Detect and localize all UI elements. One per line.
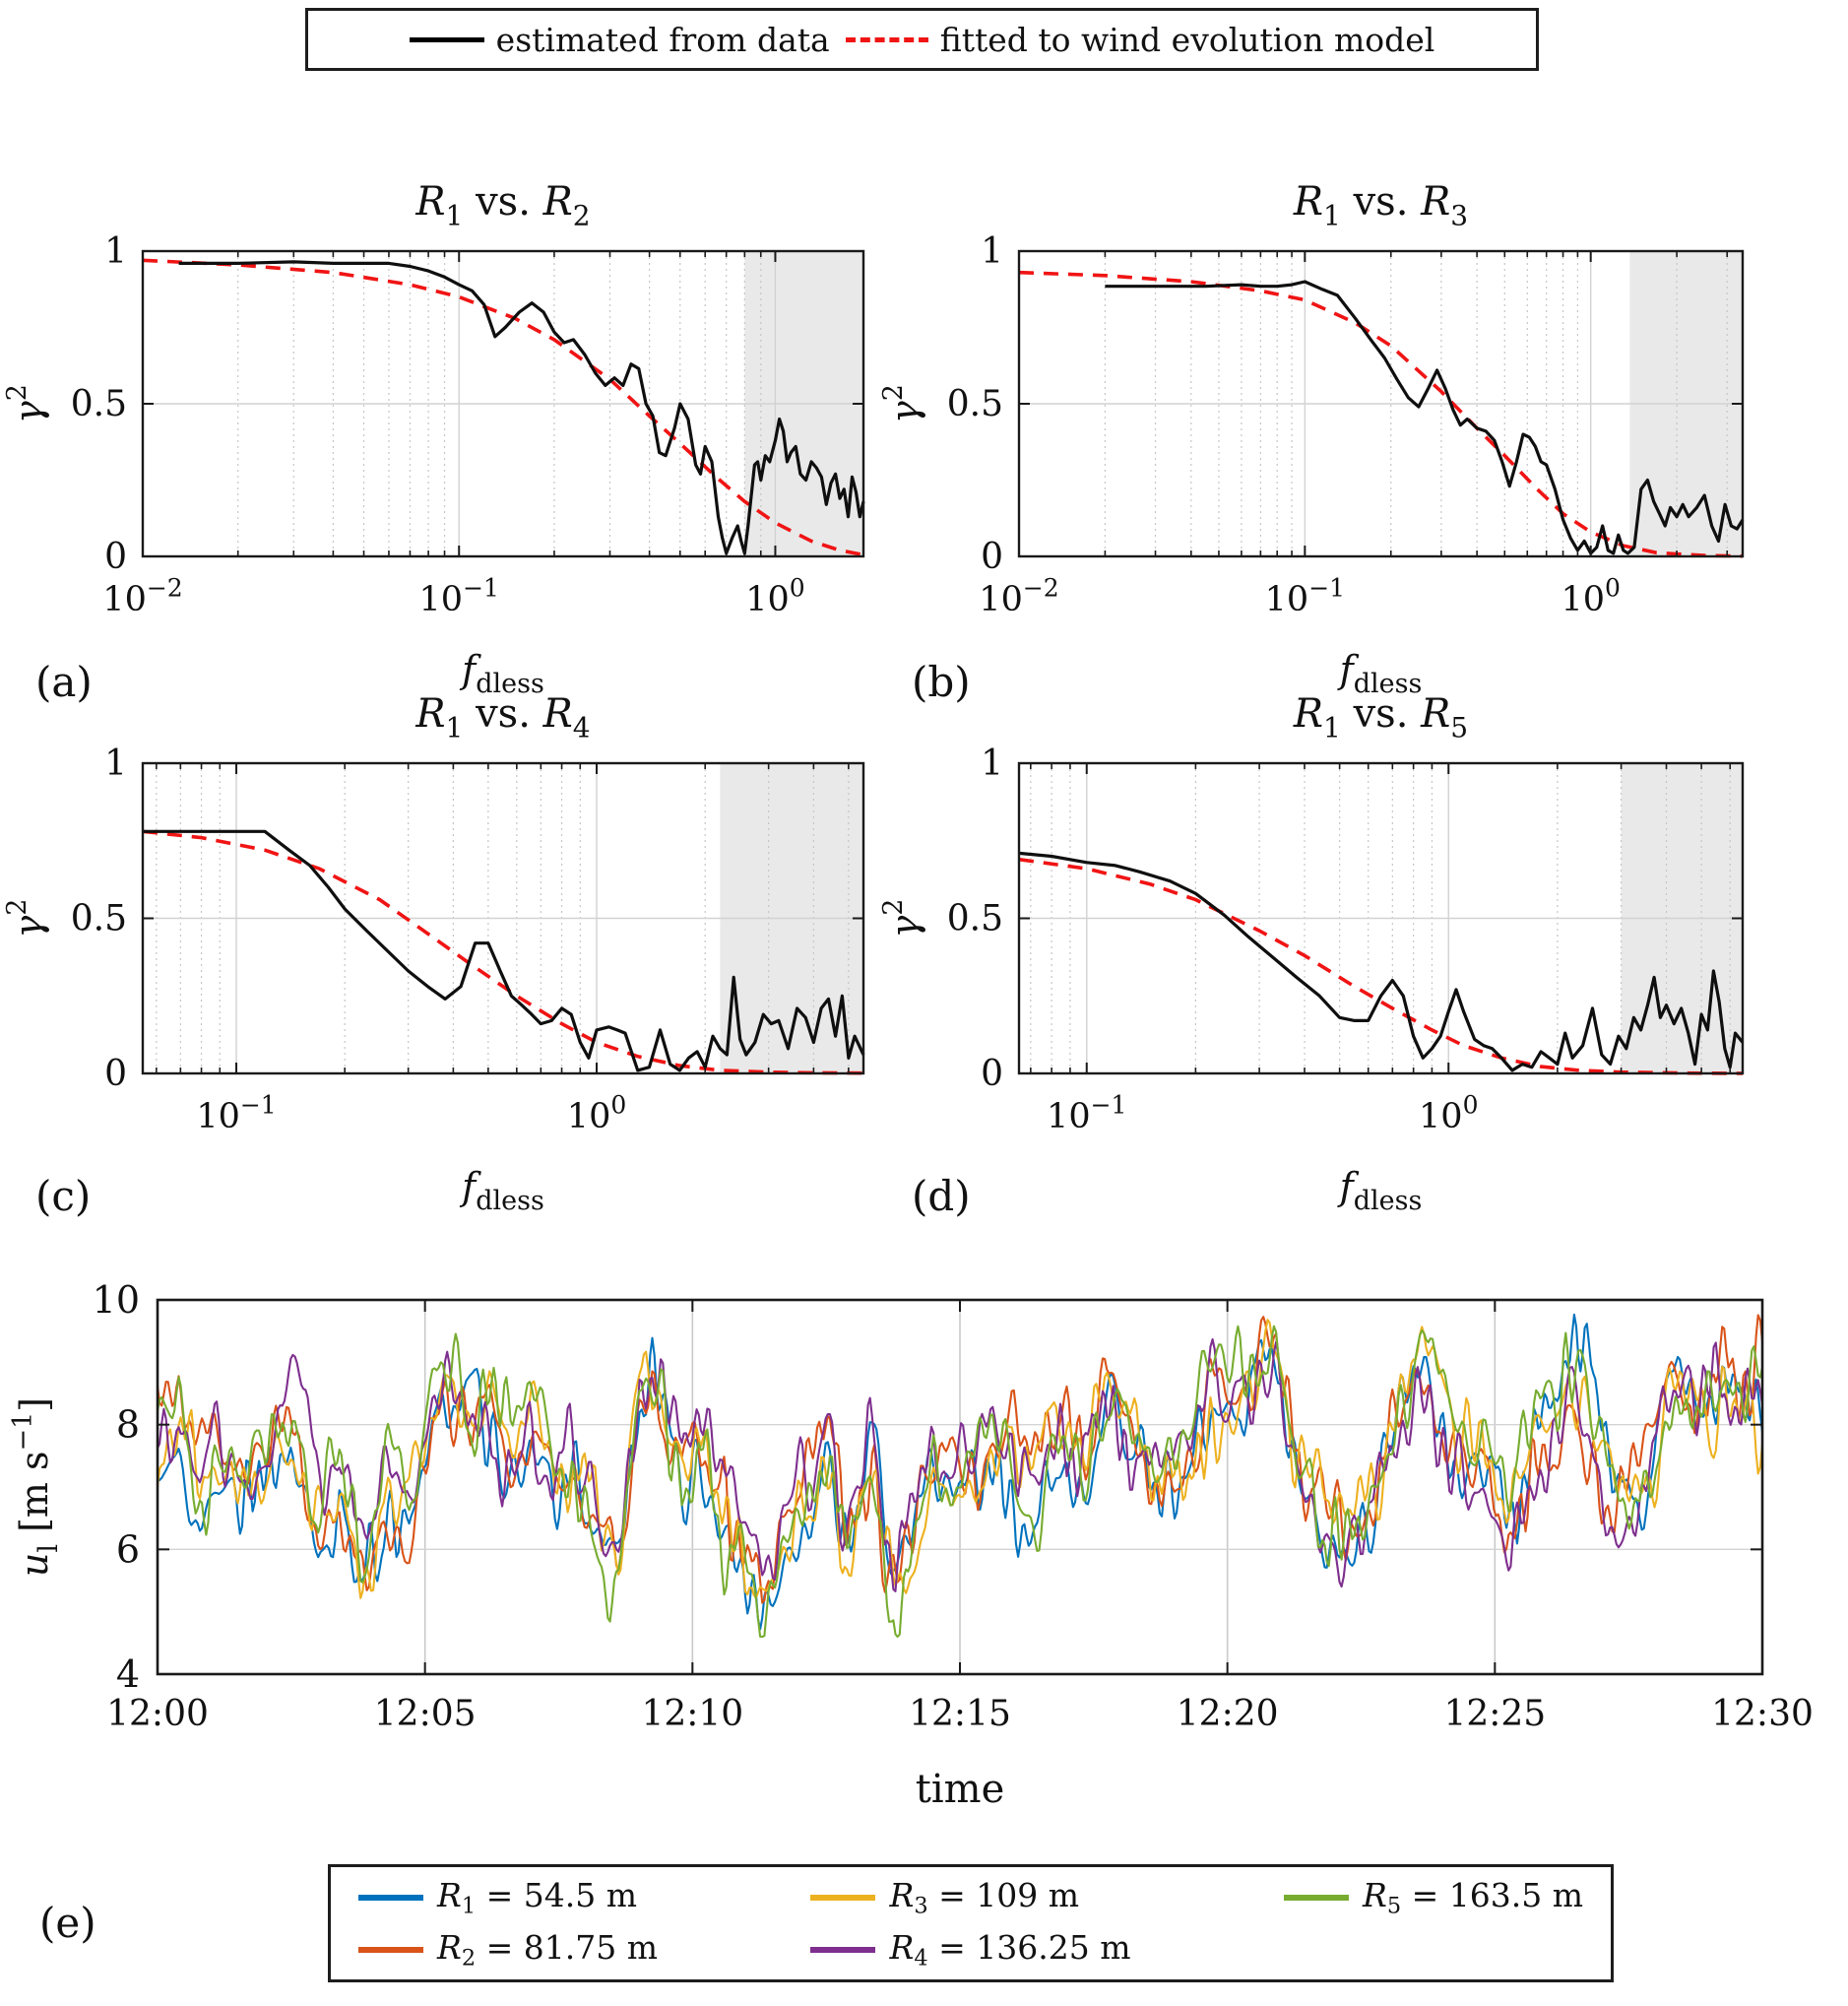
legend-radius-label: R2 = 81.75 m: [437, 1927, 659, 1972]
time-tick-label: 12:00: [106, 1694, 209, 1734]
legend-top: estimated from data fitted to wind evolu…: [305, 8, 1539, 71]
legend-item-r4: R4 = 136.25 m: [810, 1927, 1131, 1972]
x-tick-label: 100: [567, 1090, 626, 1136]
legend-radius-label: R3 = 109 m: [889, 1875, 1080, 1919]
y-tick-label: 0: [104, 537, 127, 577]
legend-item-estimated: estimated from data: [409, 20, 830, 59]
x-tick-label: 10−1: [196, 1090, 276, 1136]
y-tick-label: 0.5: [71, 384, 127, 424]
speed-tick-label: 10: [93, 1278, 140, 1322]
y-tick-label: 1: [104, 744, 127, 784]
wind-speed-series: [156, 1319, 1764, 1599]
time-tick-label: 12:30: [1711, 1694, 1814, 1734]
wind-speed-timeseries-plot: 12:00 12:05 12:10 12:15 12:20 12:25 12:30 4 6 8 10…: [8, 1278, 1814, 1812]
legend-radius-label: R1 = 54.5 m: [437, 1875, 638, 1919]
fitted-model-curve: [142, 258, 864, 557]
x-tick-label: 100: [745, 573, 804, 619]
coherence-plot-r1-r4: 0 0.5 1 10−1 100 R1 vs. R4 fdless γ2: [2, 691, 865, 1216]
subplot-title: R1 vs. R4: [414, 691, 590, 744]
time-tick-label: 12:25: [1443, 1694, 1546, 1734]
time-axis-label: time: [916, 1767, 1004, 1812]
y-axis-label: γ2: [2, 384, 50, 423]
x-tick-label: 10−2: [979, 573, 1058, 619]
legend-color-line: [358, 1894, 423, 1901]
legend-color-line: [1283, 1894, 1349, 1901]
speed-tick-label: 4: [116, 1652, 140, 1696]
fitted-model-curve: [142, 829, 864, 1075]
y-tick-label: 0.5: [71, 899, 127, 939]
x-tick-label: 100: [1419, 1090, 1478, 1136]
time-tick-label: 12:10: [641, 1694, 743, 1734]
y-axis-label: γ2: [878, 899, 926, 938]
wind-speed-series: [157, 1337, 1764, 1592]
x-tick-label: 10−2: [102, 573, 182, 619]
panel-label-d: (d): [912, 1172, 971, 1220]
x-axis-label: fdless: [1337, 1165, 1423, 1216]
legend-color-line: [358, 1946, 423, 1953]
subplot-title: R1 vs. R5: [1293, 691, 1468, 744]
y-tick-label: 0.5: [947, 899, 1003, 939]
legend-radius-label: R4 = 136.25 m: [889, 1927, 1131, 1972]
y-tick-label: 0: [981, 1054, 1003, 1094]
y-axis-label: γ2: [2, 899, 50, 938]
wind-speed-axis-label: ul [m s−1]: [8, 1397, 64, 1577]
legend-item-r2: R2 = 81.75 m: [358, 1928, 658, 1971]
panel-label-c: (c): [35, 1172, 92, 1220]
estimated-coherence-curve: [1105, 280, 1745, 555]
legend-radii: R1 = 54.5 m R2 = 81.75 m R3 = 109 m R4 = 13…: [328, 1864, 1614, 1982]
y-axis-label: γ2: [878, 384, 926, 423]
x-tick-label: 10−1: [1047, 1090, 1126, 1136]
wind-speed-series: [156, 1314, 1764, 1604]
panel-label-e: (e): [39, 1899, 96, 1947]
legend-color-line: [810, 1894, 876, 1901]
legend-color-line: [810, 1946, 876, 1953]
legend-item-r1: R1 = 54.5 m: [358, 1876, 658, 1918]
x-tick-label: 100: [1561, 573, 1620, 619]
time-tick-label: 12:20: [1177, 1694, 1279, 1734]
estimated-coherence-curve: [143, 829, 865, 1072]
speed-tick-label: 8: [116, 1403, 140, 1447]
x-axis-label: fdless: [459, 1165, 544, 1216]
legend-label-estimated: estimated from data: [495, 20, 830, 59]
panel-label-a: (a): [35, 658, 93, 706]
time-tick-label: 12:15: [909, 1694, 1011, 1734]
legend-radius-label: R5 = 163.5 m: [1362, 1875, 1583, 1919]
y-tick-label: 0.5: [947, 384, 1003, 424]
solid-line-sample: [409, 36, 484, 42]
y-tick-label: 0: [104, 1054, 127, 1094]
x-tick-label: 10−1: [1265, 573, 1345, 619]
subplot-title: R1 vs. R2: [414, 179, 590, 231]
dashed-line-sample: [845, 36, 928, 42]
subplot-title: R1 vs. R3: [1293, 179, 1468, 231]
x-tick-label: 10−1: [419, 573, 499, 619]
y-tick-label: 1: [981, 744, 1003, 784]
legend-item-r3: R3 = 109 m: [810, 1876, 1130, 1918]
estimated-coherence-curve: [1018, 851, 1745, 1072]
wind-speed-series: [156, 1325, 1764, 1639]
y-tick-label: 1: [981, 231, 1003, 272]
fitted-model-curve: [1018, 857, 1744, 1075]
panel-label-b: (b): [912, 658, 971, 706]
y-tick-label: 1: [104, 231, 127, 272]
y-tick-label: 0: [981, 537, 1003, 577]
legend-label-fitted: fitted to wind evolution model: [939, 20, 1435, 59]
legend-item-fitted: fitted to wind evolution model: [845, 20, 1435, 59]
time-tick-label: 12:05: [374, 1694, 477, 1734]
estimated-coherence-curve: [178, 260, 865, 555]
coherence-plot-r1-r5: 0 0.5 1 10−1 100 R1 vs. R5 fdless γ2: [878, 691, 1745, 1216]
speed-tick-label: 6: [116, 1527, 140, 1571]
wind-speed-series: [157, 1313, 1764, 1631]
legend-item-r5: R5 = 163.5 m: [1283, 1875, 1583, 1919]
